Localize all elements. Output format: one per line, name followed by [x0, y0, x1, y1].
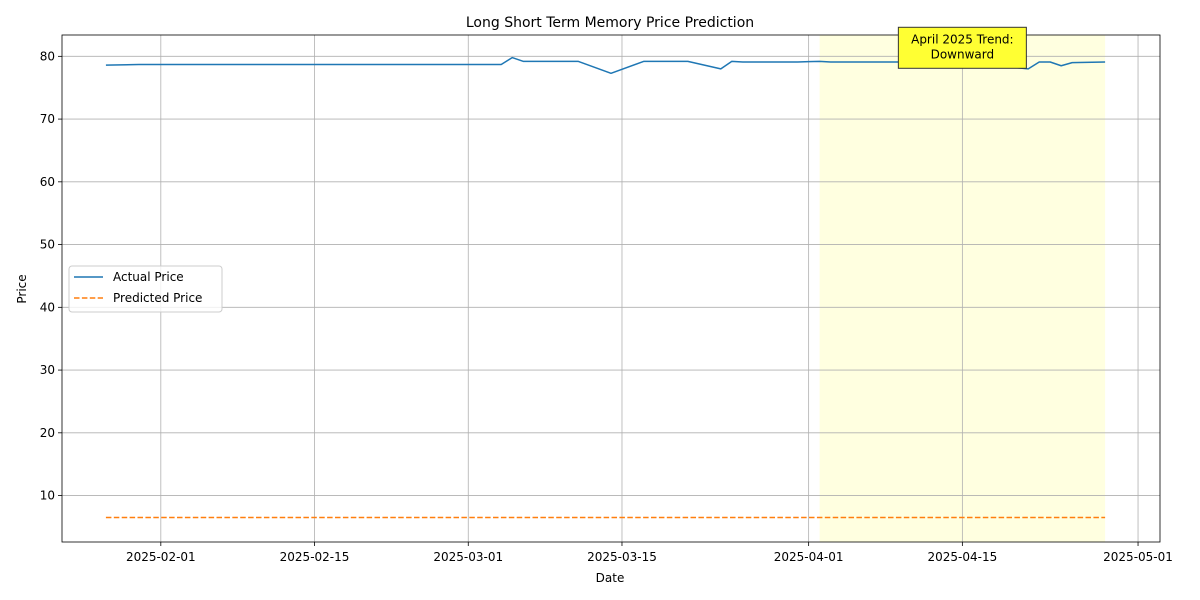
y-tick-label: 50 — [40, 238, 55, 252]
x-tick-label: 2025-03-15 — [587, 550, 657, 564]
annotation-box — [897, 26, 1027, 69]
x-tick-label: 2025-02-15 — [280, 550, 350, 564]
x-tick-label: 2025-05-01 — [1103, 550, 1173, 564]
x-tick-label: 2025-03-01 — [433, 550, 503, 564]
x-tick-label: 2025-04-15 — [927, 550, 997, 564]
y-tick-label: 80 — [40, 49, 55, 63]
y-tick-label: 40 — [40, 300, 55, 314]
annotation-text-line: April 2025 Trend: — [911, 32, 1013, 46]
plot-area: 2025-02-01 2025-02-15 2025-03-01 2025-03-15… — [40, 26, 1173, 564]
annotation-text-line: Downward — [931, 47, 995, 61]
y-tick-label: 10 — [40, 489, 55, 503]
y-tick-label: 20 — [40, 426, 55, 440]
axes-frame — [61, 34, 1161, 543]
trend-annotation: April 2025 Trend:Downward — [897, 26, 1027, 69]
legend-entry-predicted-price: Predicted Price — [113, 291, 202, 305]
chart-title: Long Short Term Memory Price Prediction — [466, 15, 754, 31]
legend: Actual Price Predicted Price — [68, 265, 223, 313]
y-tick-label: 60 — [40, 175, 55, 189]
y-tick-label: 30 — [40, 363, 55, 377]
y-axis-label: Price — [15, 274, 29, 303]
legend-box — [68, 265, 223, 313]
x-tick-label: 2025-04-01 — [774, 550, 844, 564]
y-tick-label: 70 — [40, 112, 55, 126]
legend-entry-actual-price: Actual Price — [113, 270, 184, 284]
x-tick-label: 2025-02-01 — [126, 550, 196, 564]
x-axis-label: Date — [596, 571, 625, 585]
